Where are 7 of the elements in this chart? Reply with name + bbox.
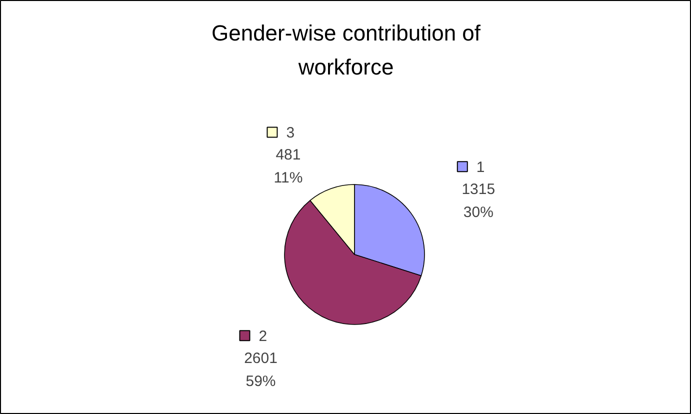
data-label: 2601 59%	[244, 350, 278, 390]
data-label: 481 11%	[274, 146, 303, 187]
chart-title: Gender-wise contribution of workforce	[211, 20, 482, 80]
legend-label: 2	[258, 328, 268, 346]
data-label: 1315 30%	[462, 181, 496, 222]
legend-label: 1	[476, 159, 485, 176]
legend-label: 3	[286, 124, 295, 142]
